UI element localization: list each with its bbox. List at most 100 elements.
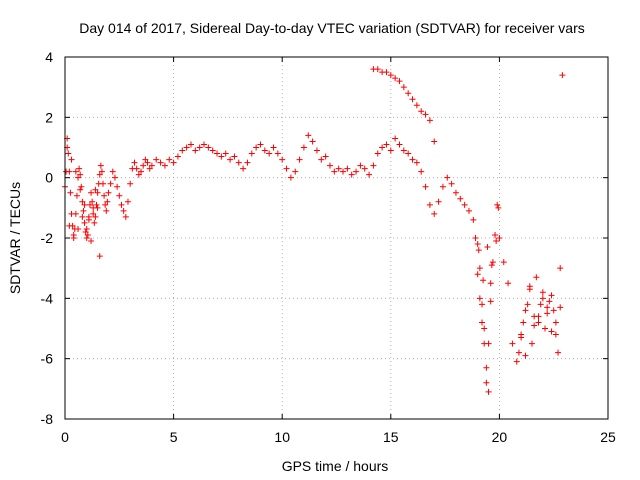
data-point [496, 235, 503, 241]
data-point [77, 171, 84, 178]
data-point [187, 141, 194, 148]
data-point [89, 198, 96, 205]
x-tick-labels: 0 5 10 15 20 25 [61, 429, 616, 445]
data-point [494, 201, 501, 208]
data-point [544, 304, 551, 311]
data-point [83, 225, 90, 232]
data-point [196, 144, 203, 151]
data-point [75, 225, 82, 232]
data-point [127, 180, 134, 187]
data-point [387, 147, 394, 154]
data-point [92, 213, 99, 220]
data-point [166, 156, 173, 163]
data-point [535, 313, 542, 320]
data-point [475, 247, 482, 254]
data-point [70, 235, 77, 241]
data-point [257, 141, 264, 148]
data-point [292, 168, 299, 175]
data-point [340, 168, 347, 175]
data-point [107, 180, 114, 187]
data-point [227, 156, 234, 163]
data-point [426, 201, 433, 208]
data-point [102, 201, 109, 208]
data-point [396, 141, 403, 148]
data-point [546, 298, 553, 305]
data-point [379, 144, 386, 151]
data-point [248, 150, 255, 157]
data-point [94, 204, 101, 211]
data-point [309, 138, 316, 145]
data-point [374, 150, 381, 157]
data-point [109, 168, 116, 175]
data-point [387, 72, 394, 79]
data-point [361, 165, 368, 172]
data-point [537, 301, 544, 308]
data-point [513, 358, 520, 365]
data-point [409, 156, 416, 163]
data-point [135, 171, 142, 178]
data-point [400, 84, 407, 91]
data-point [509, 340, 516, 347]
data-point [465, 207, 472, 214]
data-point [476, 295, 483, 302]
data-point [179, 147, 186, 154]
data-point [488, 262, 495, 269]
data-point [426, 117, 433, 124]
data-point [481, 340, 488, 347]
data-point [405, 150, 412, 157]
data-point [489, 259, 496, 266]
data-point [483, 379, 490, 386]
y-tick-label: -6 [41, 351, 54, 367]
data-point [357, 162, 364, 169]
x-tick-label: 20 [492, 429, 508, 445]
data-point [222, 150, 229, 157]
data-point [348, 171, 355, 178]
data-point [418, 108, 425, 115]
data-point [487, 280, 494, 287]
data-point [118, 201, 125, 208]
data-point [493, 238, 500, 245]
data-point [448, 180, 455, 187]
data-point [515, 349, 522, 356]
data-point [157, 159, 164, 166]
data-point [555, 349, 562, 356]
data-point [105, 189, 112, 196]
data-point [96, 171, 103, 178]
data-point [413, 102, 420, 109]
data-point [422, 183, 429, 190]
data-point [67, 189, 74, 196]
data-point [435, 198, 442, 205]
data-point [479, 319, 486, 326]
data-point [483, 364, 490, 371]
data-point [161, 162, 168, 169]
data-point [231, 153, 238, 160]
data-point [520, 319, 527, 326]
data-point [91, 219, 98, 226]
data-point [92, 186, 99, 193]
data-points [62, 66, 566, 395]
data-point [531, 322, 538, 329]
data-point [495, 204, 502, 211]
data-point [476, 265, 483, 272]
x-axis-label: GPS time / hours [282, 458, 389, 474]
data-point [539, 295, 546, 302]
data-point [461, 201, 468, 208]
data-point [374, 66, 381, 73]
data-point [240, 165, 247, 172]
data-point [472, 235, 479, 241]
chart-title: Day 014 of 2017, Sidereal Day-to-day VTE… [79, 20, 585, 36]
data-point [313, 147, 320, 154]
data-point [392, 75, 399, 82]
data-point [77, 186, 84, 193]
data-point [86, 201, 93, 208]
data-point [214, 150, 221, 157]
data-point [413, 159, 420, 166]
data-point [431, 210, 438, 217]
data-point [81, 219, 88, 226]
data-point [72, 210, 79, 217]
data-point [548, 328, 555, 335]
data-point [279, 156, 286, 163]
data-point [138, 168, 145, 175]
data-point [96, 253, 103, 260]
data-point [422, 111, 429, 118]
